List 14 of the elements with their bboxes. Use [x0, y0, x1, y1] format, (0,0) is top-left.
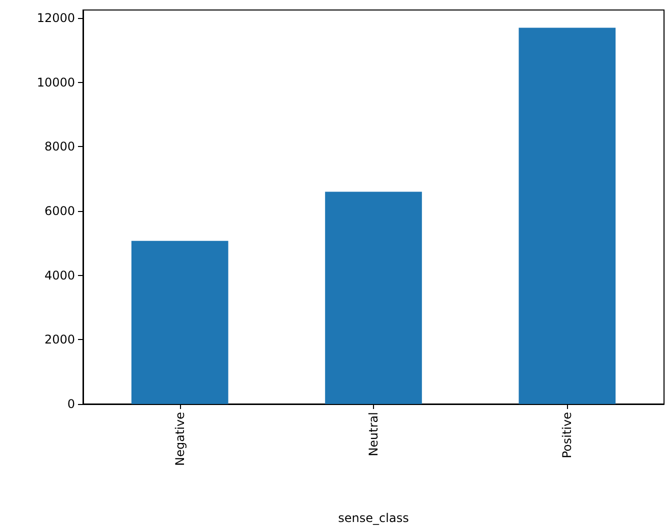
- y-tick-label: 12000: [36, 11, 75, 26]
- x-tick-label: Neutral: [366, 412, 380, 456]
- y-tick-label: 8000: [44, 140, 75, 154]
- y-tick-label: 0: [67, 397, 75, 411]
- bar: [325, 192, 422, 404]
- x-tick-label: Positive: [560, 412, 574, 458]
- bar: [131, 240, 228, 404]
- bar: [518, 28, 616, 404]
- y-tick-label: 6000: [44, 204, 75, 218]
- y-tick-label: 4000: [44, 268, 75, 282]
- y-tick-label: 10000: [36, 75, 75, 90]
- y-tick-label: 2000: [44, 332, 75, 347]
- x-axis-title: sense_class: [338, 511, 409, 525]
- x-tick-label: Negative: [172, 412, 187, 466]
